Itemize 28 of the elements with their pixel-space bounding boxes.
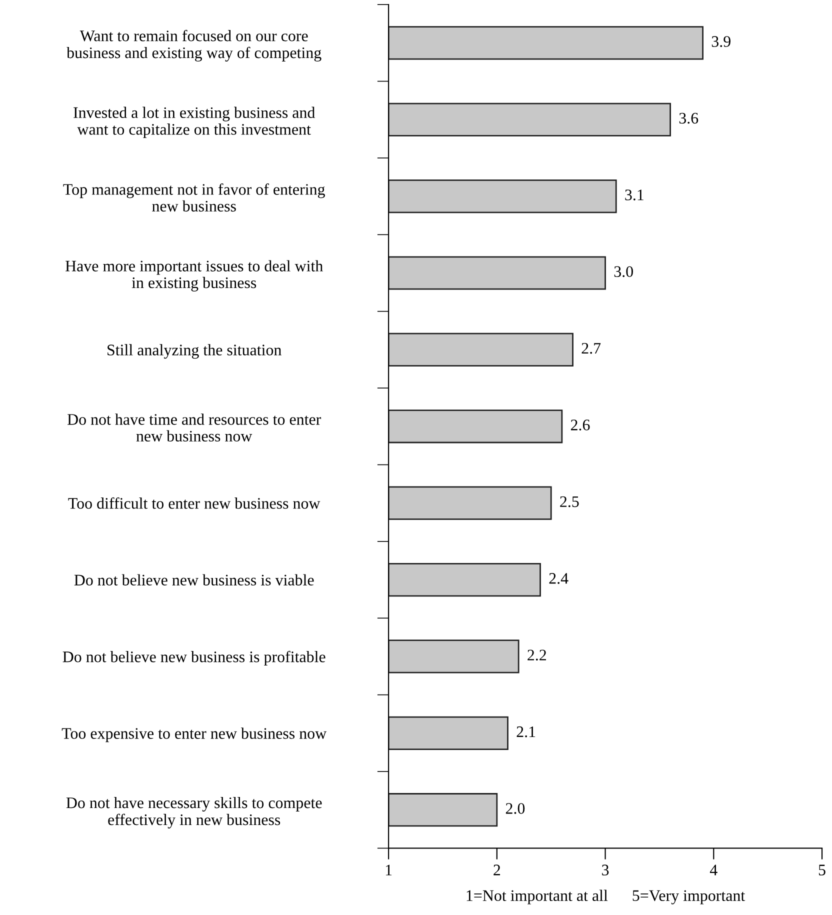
data-label: 2.1 xyxy=(516,726,536,738)
y-tick-label: Do not believe new business is viable xyxy=(74,574,314,586)
y-tick-label: Too expensive to enter new business now xyxy=(62,728,327,742)
x-tick-label: 3 xyxy=(602,864,609,876)
data-label: 3.9 xyxy=(712,36,730,47)
x-axis-title: 1=Not important at all 5=Very important xyxy=(466,890,746,904)
x-tick-label: 5 xyxy=(818,864,826,876)
x-tick-label: 4 xyxy=(710,864,718,876)
data-label: 2.7 xyxy=(582,342,601,354)
y-tick-label: Want to remain focused on our core business and existing way of competing xyxy=(66,30,322,62)
data-label: 3.0 xyxy=(614,266,633,278)
data-label: 3.6 xyxy=(679,112,698,124)
data-label: 2.4 xyxy=(549,573,568,584)
data-label: 2.2 xyxy=(528,650,546,661)
data-label: 2.6 xyxy=(570,420,590,430)
data-label: 2.5 xyxy=(560,496,579,508)
y-tick-label: Still analyzing the situation xyxy=(108,344,282,359)
data-label: 2.0 xyxy=(506,803,525,814)
y-tick-label: Have more important issues to deal with in existing business xyxy=(65,260,323,292)
y-tick-label: Too difficult to enter new business now xyxy=(68,497,320,509)
y-tick-label: Do not have necessary skills to compete effectively in new business xyxy=(66,796,322,828)
y-tick-label: Do not believe new business is profitable xyxy=(62,650,326,666)
data-label: 3.1 xyxy=(625,190,644,200)
x-tick-label: 2 xyxy=(494,864,500,876)
x-tick-label: 1 xyxy=(386,864,392,876)
y-tick-label: Top management not in favor of entering new business xyxy=(63,183,325,212)
y-tick-label: Invested a lot in existing business and want to capitalize on this investment xyxy=(74,106,316,138)
y-tick-label: Do not have time and resources to enter new business now xyxy=(67,414,322,442)
